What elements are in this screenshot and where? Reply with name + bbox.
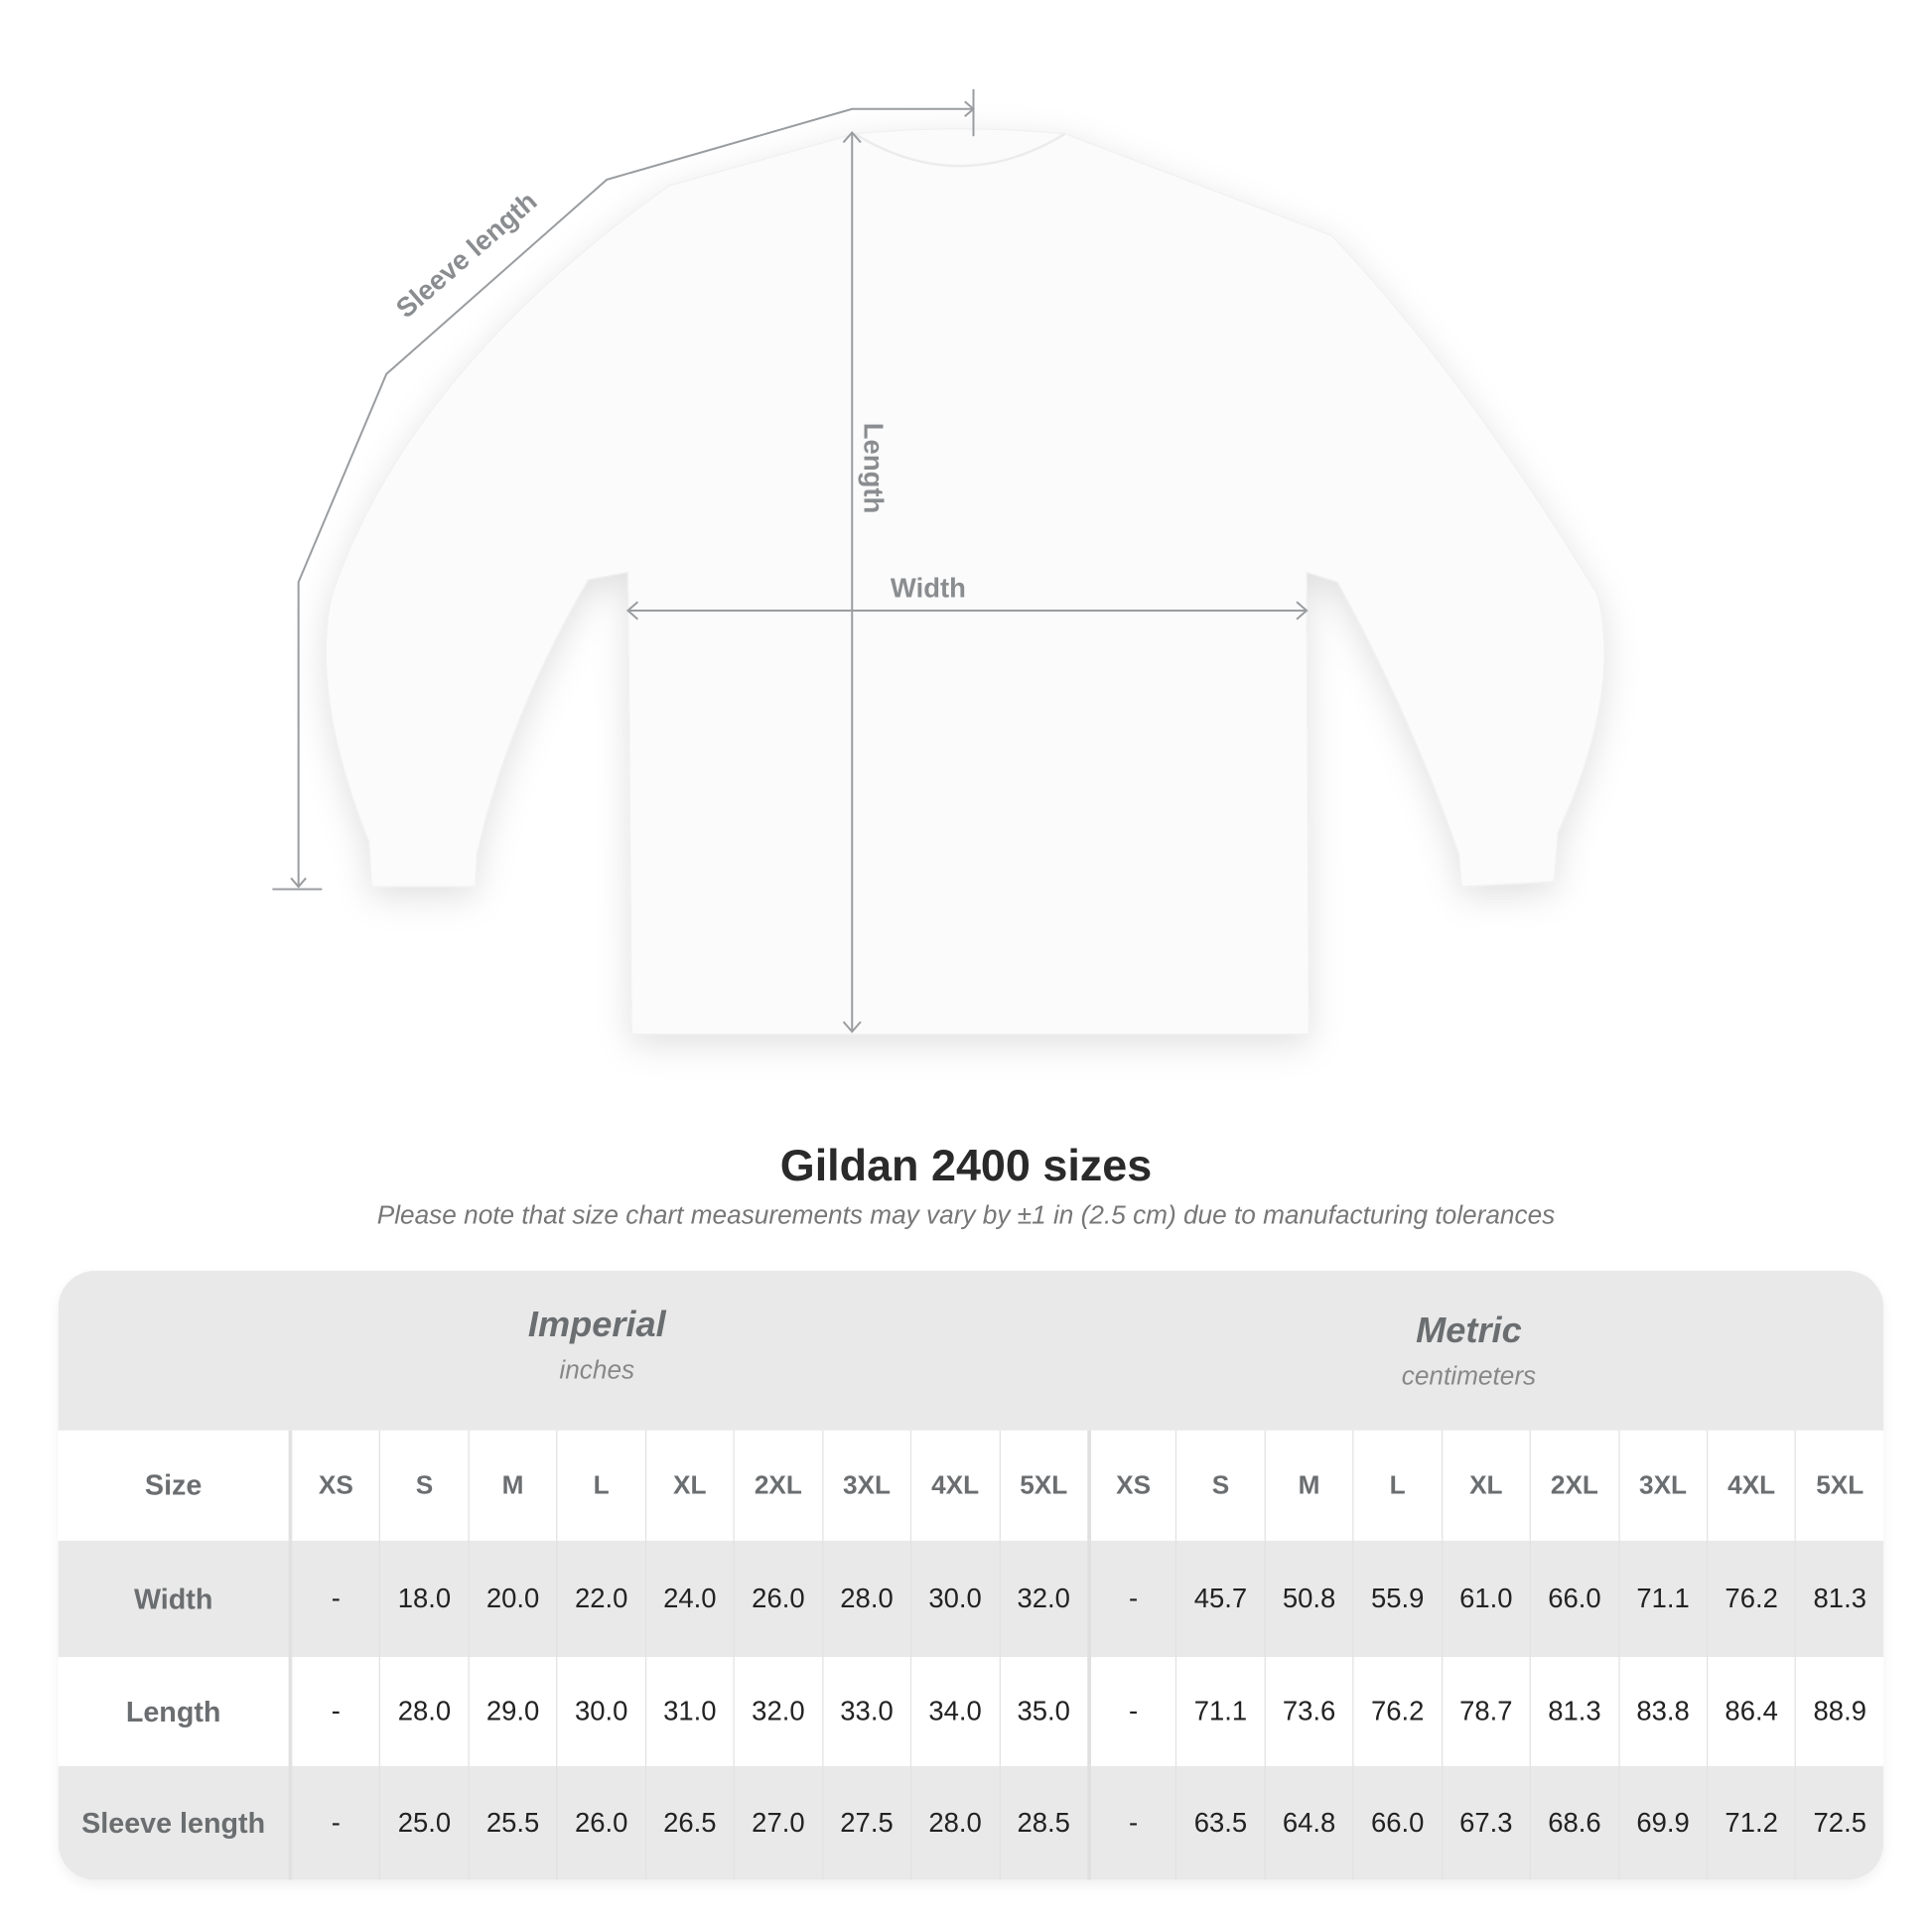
size-header-cell: 5XL	[1795, 1430, 1883, 1541]
value-cell: 25.0	[379, 1765, 468, 1880]
value-cell: 67.3	[1441, 1765, 1530, 1880]
row-label: Length	[59, 1657, 292, 1766]
value-cell: 27.5	[821, 1765, 910, 1880]
size-header-cell: M	[1264, 1430, 1352, 1541]
value-cell: 34.0	[909, 1657, 999, 1766]
value-cell: 50.8	[1264, 1540, 1352, 1658]
value-cell: 81.3	[1795, 1540, 1883, 1658]
value-cell: 27.0	[733, 1765, 822, 1880]
value-cell: 26.0	[733, 1540, 822, 1658]
size-header-row: Size XS S M L XL 2XL 3XL 4XL 5XL XS S M L XL 2XL 3XL 4XL 5…	[59, 1430, 1884, 1541]
value-cell: 83.8	[1617, 1657, 1707, 1766]
row-label: Width	[59, 1540, 292, 1658]
value-cell: 29.0	[468, 1657, 556, 1766]
size-header-cell: L	[556, 1430, 644, 1541]
value-cell: 71.1	[1617, 1540, 1707, 1658]
metric-header: Metric centimeters	[1221, 1311, 1717, 1392]
unit-header	[58, 1270, 1884, 1431]
value-cell: 32.0	[733, 1657, 822, 1766]
value-cell: 78.7	[1441, 1657, 1530, 1766]
imperial-header: Imperial inches	[349, 1306, 845, 1386]
value-cell: 26.0	[556, 1765, 644, 1880]
value-cell: 71.1	[1175, 1657, 1264, 1766]
imperial-title: Imperial	[527, 1305, 666, 1345]
metric-unit: centimeters	[1401, 1362, 1537, 1391]
value-cell: 28.0	[909, 1765, 999, 1880]
value-cell: 69.9	[1617, 1765, 1707, 1880]
value-cell: 24.0	[644, 1540, 734, 1658]
value-cell: -	[291, 1540, 379, 1658]
value-cell: -	[1087, 1540, 1175, 1658]
size-header-cell: S	[1175, 1430, 1264, 1541]
row-label: Sleeve length	[59, 1765, 292, 1880]
shirt-diagram	[272, 88, 1605, 1035]
size-header-cell: 5XL	[999, 1430, 1087, 1541]
value-cell: -	[291, 1765, 379, 1880]
value-cell: 66.0	[1352, 1765, 1442, 1880]
size-header-cell: XL	[1441, 1430, 1530, 1541]
value-cell: 73.6	[1264, 1657, 1352, 1766]
value-cell: 31.0	[644, 1657, 734, 1766]
value-cell: 45.7	[1175, 1540, 1264, 1658]
shirt-illustration	[325, 128, 1605, 1035]
size-header-cell: XS	[1087, 1430, 1175, 1541]
value-cell: -	[291, 1657, 379, 1766]
value-cell: 30.0	[909, 1540, 999, 1658]
value-cell: 64.8	[1264, 1765, 1352, 1880]
size-header-cell: 3XL	[1617, 1430, 1707, 1541]
value-cell: 28.0	[379, 1657, 468, 1766]
value-cell: 20.0	[468, 1540, 556, 1658]
value-cell: 28.5	[999, 1765, 1087, 1880]
imperial-unit: inches	[559, 1355, 635, 1385]
size-header-cell: 2XL	[733, 1430, 822, 1541]
size-header-cell: L	[1352, 1430, 1442, 1541]
value-cell: 66.0	[1529, 1540, 1618, 1658]
row-label: Size	[59, 1430, 292, 1541]
value-cell: 88.9	[1795, 1657, 1883, 1766]
value-cell: -	[1087, 1765, 1175, 1880]
value-cell: 63.5	[1175, 1765, 1264, 1880]
value-cell: 35.0	[999, 1657, 1087, 1766]
value-cell: 55.9	[1352, 1540, 1442, 1658]
value-cell: 33.0	[821, 1657, 910, 1766]
value-cell: 76.2	[1352, 1657, 1442, 1766]
value-cell: 68.6	[1529, 1765, 1618, 1880]
value-cell: 71.2	[1706, 1765, 1795, 1880]
size-header-cell: XL	[644, 1430, 734, 1541]
size-header-cell: 4XL	[1706, 1430, 1795, 1541]
value-cell: 22.0	[556, 1540, 644, 1658]
metric-title: Metric	[1416, 1311, 1522, 1351]
value-cell: 28.0	[821, 1540, 910, 1658]
size-header-cell: 2XL	[1529, 1430, 1618, 1541]
tolerance-note: Please note that size chart measurements…	[376, 1201, 1556, 1230]
value-cell: 18.0	[379, 1540, 468, 1658]
value-cell: 81.3	[1529, 1657, 1618, 1766]
value-cell: 86.4	[1706, 1657, 1795, 1766]
size-table: Imperial inches Metric centimeters Size X…	[58, 1270, 1884, 1880]
value-cell: 26.5	[644, 1765, 734, 1880]
value-cell: 72.5	[1795, 1765, 1883, 1880]
size-header-cell: M	[468, 1430, 556, 1541]
value-cell: -	[1087, 1657, 1175, 1766]
table-row: Width -18.0 20.0 22.0 24.0 26.0 28.0 30.0 32.0-4…	[58, 1540, 1884, 1658]
size-header-cell: XS	[291, 1430, 379, 1541]
table-row: Sleeve length -25.0 25.5 26.0 26.5 27.0 27.5 28…	[58, 1765, 1884, 1880]
page-title: Gildan 2400 sizes	[779, 1139, 1153, 1190]
width-measure-line	[625, 601, 1309, 621]
value-cell: 25.5	[468, 1765, 556, 1880]
width-label: Width	[890, 572, 966, 604]
size-header-cell: S	[379, 1430, 468, 1541]
value-cell: 32.0	[999, 1540, 1087, 1658]
value-cell: 30.0	[556, 1657, 644, 1766]
size-header-cell: 4XL	[909, 1430, 999, 1541]
table-row: Length -28.0 29.0 30.0 31.0 32.0 33.0 34.0 35.0-…	[59, 1657, 1884, 1766]
sleeve-measure-line	[272, 88, 976, 891]
length-label: Length	[858, 422, 890, 514]
value-cell: 76.2	[1706, 1540, 1795, 1658]
length-measure-line	[842, 130, 862, 1034]
value-cell: 61.0	[1441, 1540, 1530, 1658]
size-header-cell: 3XL	[821, 1430, 910, 1541]
